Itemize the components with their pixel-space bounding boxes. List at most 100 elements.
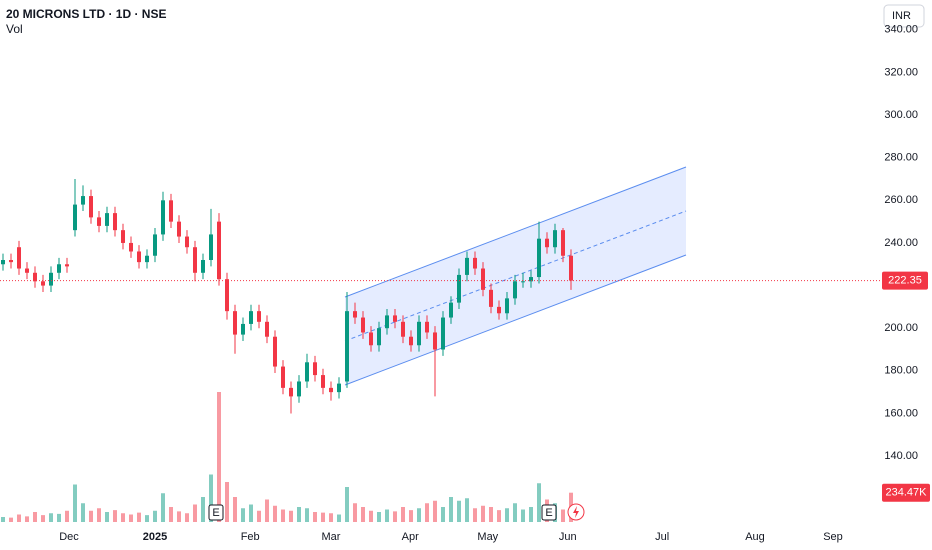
candle-body: [377, 328, 381, 346]
candle-body: [481, 268, 485, 290]
volume-bar: [233, 497, 237, 522]
volume-title[interactable]: Vol: [6, 22, 23, 36]
volume-bar: [17, 514, 21, 522]
candle-body: [337, 383, 341, 393]
candle-body: [401, 321, 405, 337]
candle-body: [569, 255, 573, 281]
candle-body: [65, 264, 69, 267]
volume-bar: [41, 515, 45, 522]
candle-body: [497, 306, 501, 314]
candle-body: [137, 251, 141, 263]
y-tick-label: 240.00: [884, 237, 918, 249]
candle-body: [145, 255, 149, 263]
candle-body: [241, 323, 245, 335]
volume-bar: [25, 516, 29, 522]
volume-bar: [473, 508, 477, 522]
volume-bar: [385, 509, 389, 522]
volume-bar: [433, 500, 437, 522]
candle-body: [169, 200, 173, 222]
y-tick-label: 200.00: [884, 322, 918, 334]
x-tick-label: Apr: [402, 531, 419, 543]
volume-bar: [337, 514, 341, 522]
candle-body: [417, 321, 421, 346]
candle-body: [25, 268, 29, 273]
y-tick-label: 160.00: [884, 407, 918, 419]
candle-body: [529, 277, 533, 282]
earnings-marker[interactable]: [208, 504, 224, 521]
candle-body: [153, 234, 157, 256]
candle-body: [233, 311, 237, 335]
volume-bar: [457, 500, 461, 522]
candle-body: [321, 375, 325, 388]
candle-body: [489, 289, 493, 307]
candle-body: [257, 311, 261, 322]
volume-bar: [353, 503, 357, 522]
x-tick-label: Jul: [655, 531, 669, 543]
candle-body: [409, 336, 413, 346]
volume-bar: [105, 512, 109, 522]
volume-bar: [153, 510, 157, 522]
candle-body: [121, 230, 125, 243]
volume-bar: [441, 507, 445, 522]
volume-bar: [49, 513, 53, 522]
currency-button[interactable]: [883, 4, 925, 28]
volume-bar: [201, 497, 205, 522]
y-tick-label: 320.00: [884, 66, 918, 78]
candle-body: [449, 302, 453, 318]
volume-bar: [57, 513, 61, 522]
volume-bar: [73, 484, 77, 522]
volume-bar: [505, 508, 509, 522]
volume-bar: [481, 505, 485, 522]
candle-body: [369, 332, 373, 346]
volume-bar: [249, 504, 253, 522]
candle-body: [217, 221, 221, 280]
candle-body: [49, 272, 53, 286]
volume-bar: [265, 499, 269, 522]
lightning-icon: [573, 506, 579, 518]
candle-body: [273, 336, 277, 367]
candle-body: [505, 298, 509, 314]
volume-bar: [289, 510, 293, 522]
volume-bar: [345, 487, 349, 522]
volume-bar: [113, 510, 117, 522]
volume-bar: [305, 508, 309, 522]
candle-body: [297, 381, 301, 397]
x-tick-label: Mar: [322, 531, 341, 543]
volume-bar: [361, 507, 365, 522]
volume-bar: [169, 507, 173, 522]
candle-body: [185, 236, 189, 248]
earnings-marker[interactable]: [541, 504, 557, 521]
last-volume-label: 234.47K: [886, 487, 928, 499]
candle-body: [161, 200, 165, 235]
candle-body: [385, 315, 389, 329]
candle-body: [57, 264, 61, 273]
y-tick-label: 300.00: [884, 109, 918, 121]
volume-bar: [217, 392, 221, 522]
candle-body: [433, 332, 437, 350]
volume-bar: [129, 514, 133, 522]
y-tick-label: 260.00: [884, 194, 918, 206]
volume-bar: [529, 507, 533, 522]
volume-bar: [145, 515, 149, 522]
candle-body: [209, 234, 213, 260]
volume-bar: [449, 497, 453, 522]
volume-bar: [33, 512, 37, 522]
currency-label[interactable]: INR: [892, 10, 911, 22]
candle-body: [393, 315, 397, 322]
volume-bar: [225, 482, 229, 522]
candle-body: [457, 274, 461, 303]
earnings-label: E: [212, 507, 219, 519]
x-tick-label: Dec: [59, 531, 79, 543]
symbol-title[interactable]: 20 MICRONS LTD · 1D · NSE: [6, 7, 166, 21]
volume-bar: [377, 512, 381, 522]
y-tick-label: 340.00: [884, 24, 918, 36]
volume-bar: [1, 517, 5, 522]
volume-bar: [297, 507, 301, 522]
candle-body: [425, 321, 429, 333]
candle-body: [1, 260, 5, 265]
candle-body: [553, 230, 557, 248]
volume-bar: [561, 509, 565, 522]
candle-body: [41, 281, 45, 286]
volume-bar: [89, 510, 93, 522]
volume-bar: [241, 508, 245, 522]
